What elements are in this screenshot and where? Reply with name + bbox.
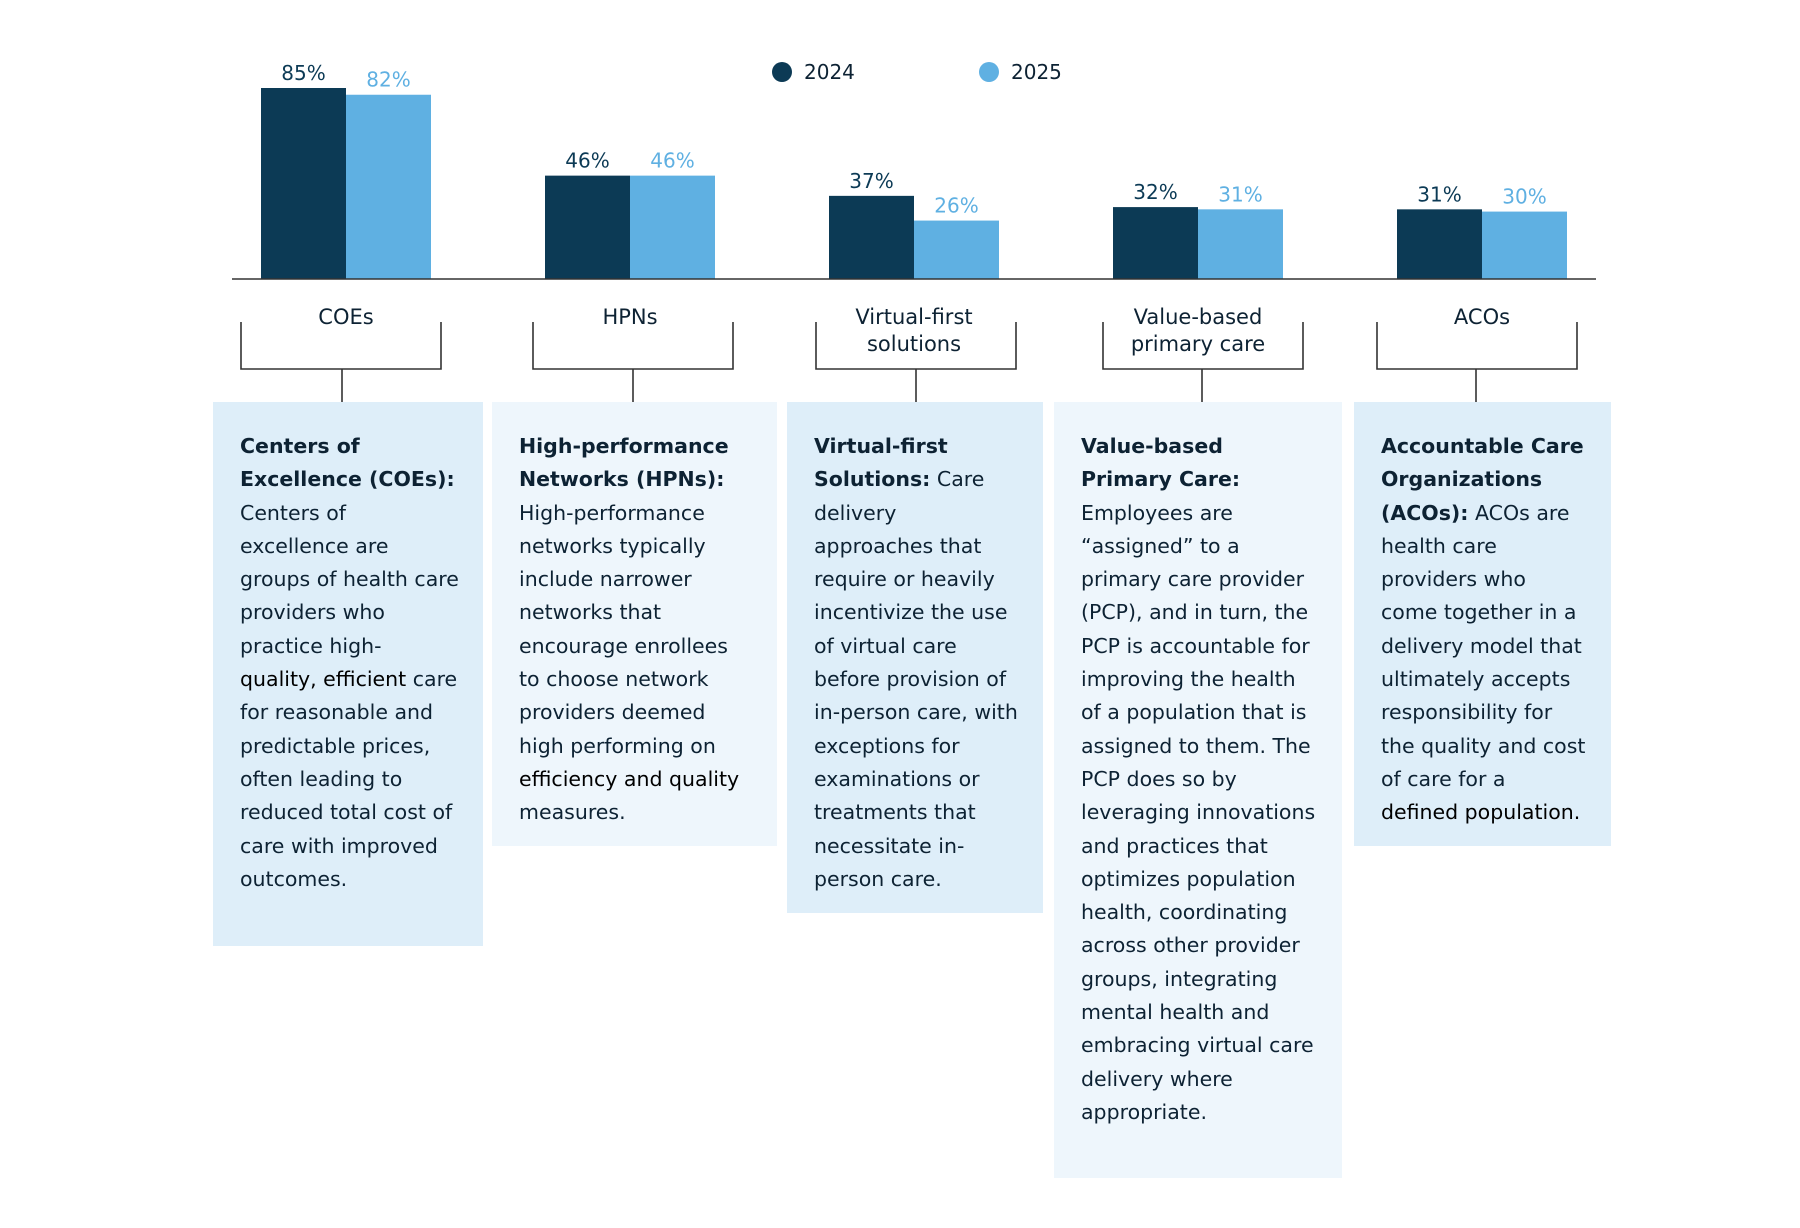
category-label-line: primary care bbox=[1130, 332, 1266, 356]
category-label-line: HPNs bbox=[602, 305, 658, 329]
definition-panel-value-based-primary-care: Value-based Primary Care: Employees are … bbox=[1054, 402, 1342, 1178]
bar-2025 bbox=[914, 220, 999, 279]
category-bracket bbox=[1376, 322, 1578, 370]
legend-item-2024: 2024 bbox=[772, 60, 855, 84]
definition-text: Centers of excellence are groups of heal… bbox=[240, 500, 459, 658]
definition-emphasis: quality, efficient bbox=[240, 667, 407, 692]
data-label-2024: 85% bbox=[281, 61, 325, 85]
category-bracket bbox=[240, 322, 442, 370]
category-label-line: COEs bbox=[318, 305, 374, 329]
definition-panel-acos: Accountable Care Organizations (ACOs): A… bbox=[1354, 402, 1611, 846]
definition-text-after: measures. bbox=[519, 800, 626, 825]
bar-2024 bbox=[545, 175, 630, 279]
definition-term: High-performance Networks (HPNs): bbox=[519, 434, 729, 492]
bar-2024 bbox=[1397, 209, 1482, 279]
data-label-2025: 46% bbox=[650, 149, 694, 173]
legend-item-2025: 2025 bbox=[979, 60, 1062, 84]
legend-label-2024: 2024 bbox=[804, 60, 855, 84]
data-label-2025: 26% bbox=[934, 194, 978, 218]
legend-label-2025: 2025 bbox=[1011, 60, 1062, 84]
bar-2025 bbox=[1198, 209, 1283, 279]
definition-emphasis: efficiency and quality bbox=[519, 766, 740, 791]
bar-2025 bbox=[1482, 211, 1567, 279]
data-label-2024: 46% bbox=[565, 149, 609, 173]
definition-term: Centers of Excellence (COEs): bbox=[240, 434, 455, 492]
definition-panel-coes: Centers of Excellence (COEs): Centers of… bbox=[213, 402, 483, 946]
definition-text: High-performance networks typically incl… bbox=[519, 500, 728, 758]
category-label: COEs bbox=[318, 304, 373, 331]
definition-term: Virtual-first Solutions: bbox=[814, 434, 948, 492]
definition-text-after: care for reasonable and predictable pric… bbox=[240, 667, 458, 891]
category-bracket bbox=[1102, 322, 1304, 370]
definition-term: Accountable Care Organizations (ACOs): bbox=[1381, 434, 1584, 525]
category-label-line: Virtual-first bbox=[855, 305, 973, 329]
bar-2025 bbox=[346, 94, 431, 279]
data-label-2025: 82% bbox=[366, 68, 410, 92]
bar-2024 bbox=[829, 195, 914, 279]
category-label-line: solutions bbox=[866, 332, 962, 356]
data-label-2024: 32% bbox=[1133, 180, 1177, 204]
bar-2025 bbox=[630, 175, 715, 279]
definition-emphasis: defined population. bbox=[1381, 800, 1581, 825]
definition-panel-virtual-first: Virtual-first Solutions: Care delivery a… bbox=[787, 402, 1043, 913]
definition-text: Care delivery approaches that require or… bbox=[814, 467, 1018, 891]
category-label: ACOs bbox=[1454, 304, 1510, 331]
legend-swatch-2024 bbox=[772, 62, 792, 82]
category-label: HPNs bbox=[602, 304, 657, 331]
data-label-2024: 31% bbox=[1417, 182, 1461, 206]
data-label-2025: 31% bbox=[1218, 182, 1262, 206]
definition-text: ACOs are health care providers who come … bbox=[1381, 500, 1586, 791]
bar-2024 bbox=[261, 88, 346, 279]
legend-swatch-2025 bbox=[979, 62, 999, 82]
bar-2024 bbox=[1113, 207, 1198, 279]
category-label-line: ACOs bbox=[1453, 305, 1511, 329]
definition-panel-hpns: High-performance Networks (HPNs): High-p… bbox=[492, 402, 777, 846]
definition-term: Value-based Primary Care: bbox=[1081, 434, 1241, 492]
category-label-line: Value-based bbox=[1133, 305, 1263, 329]
data-label-2025: 30% bbox=[1502, 185, 1546, 209]
definition-text: Employees are “assigned” to a primary ca… bbox=[1081, 500, 1316, 1124]
category-label: Virtual-first solutions bbox=[855, 304, 972, 358]
data-label-2024: 37% bbox=[849, 169, 893, 193]
category-label: Value-based primary care bbox=[1131, 304, 1265, 358]
